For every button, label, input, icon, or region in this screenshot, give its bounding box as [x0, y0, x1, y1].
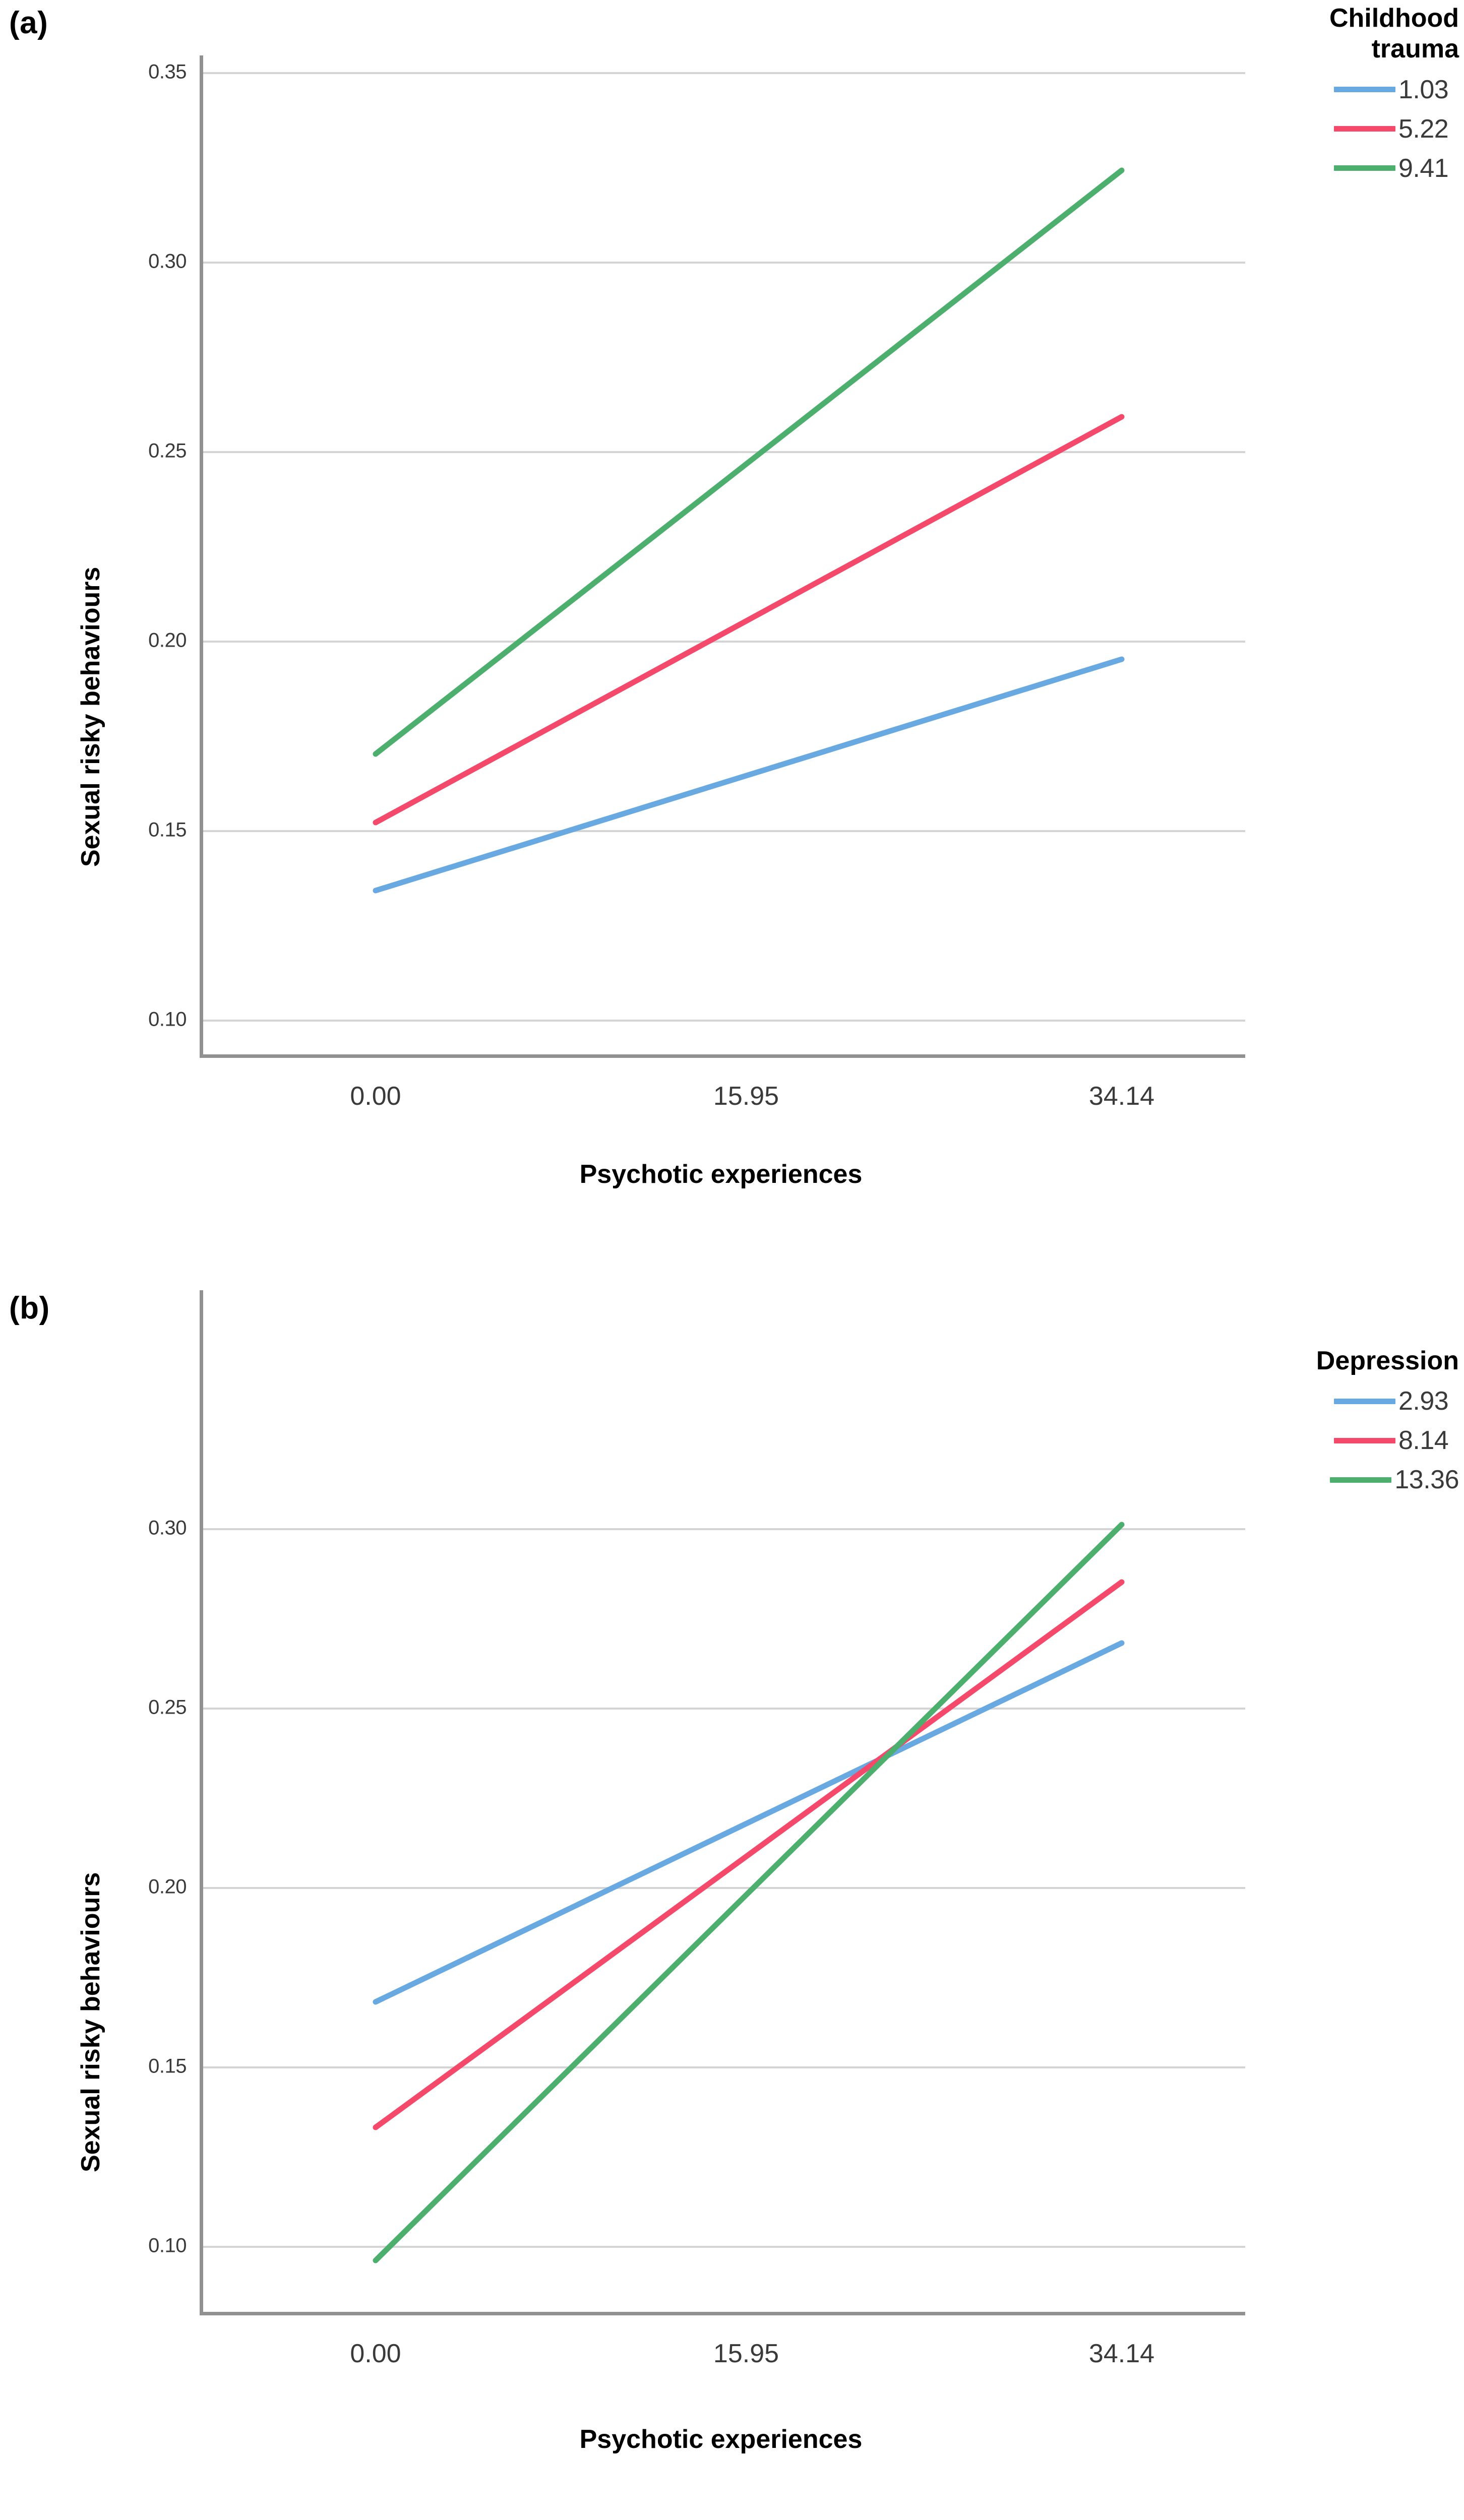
y-tick-label: 0.30 [148, 1517, 187, 1539]
legend-item-label: 13.36 [1394, 1465, 1459, 1495]
y-tick-label: 0.15 [148, 818, 187, 841]
legend-items-a: 1.03 5.22 9.41 [1136, 70, 1459, 188]
legend-swatch-line-icon [1334, 1437, 1395, 1443]
legend-title-a: Childhood trauma [1329, 4, 1459, 64]
legend-title-b: Depression [1316, 1346, 1459, 1375]
legend-item[interactable]: 13.36 [1106, 1460, 1459, 1499]
x-tick-label: 34.14 [1088, 1082, 1155, 1111]
gridline [202, 2066, 1245, 2068]
y-tick-label: 0.10 [148, 2234, 187, 2257]
legend-items-b: 2.93 8.14 13.36 [1106, 1381, 1459, 1499]
x-tick-label: 0.00 [350, 1082, 401, 1111]
legend-swatch-line-icon [1330, 1477, 1392, 1483]
gridline [202, 2246, 1245, 2248]
legend-b: Depression 2.93 8.14 13.36 [1106, 1346, 1459, 1499]
legend-item[interactable]: 5.22 [1136, 109, 1459, 149]
gridline [202, 262, 1245, 264]
x-axis-title-b: Psychotic experiences [579, 2425, 863, 2454]
legend-item-label: 2.93 [1398, 1387, 1449, 1416]
legend-item[interactable]: 8.14 [1106, 1421, 1459, 1460]
chart-panel-b: (b) Depression 2.93 8.14 13.36 Sexual ri… [0, 1220, 1464, 2520]
legend-item-label: 9.41 [1398, 153, 1449, 183]
y-tick-label: 0.25 [148, 439, 187, 462]
y-tick-label: 0.35 [148, 60, 187, 83]
legend-swatch-line-icon [1334, 165, 1395, 171]
chart-panel-a: (a) Childhood trauma 1.03 5.22 9.41 Sexu… [0, 0, 1464, 1240]
gridline [202, 72, 1245, 74]
x-axis-line-a [200, 1054, 1245, 1058]
gridline [202, 1528, 1245, 1530]
x-tick-label: 15.95 [713, 2339, 779, 2368]
legend-a: Childhood trauma 1.03 5.22 9.41 [1136, 3, 1459, 188]
gridline [202, 830, 1245, 832]
legend-item-label: 5.22 [1398, 114, 1449, 144]
plot-area-b: 0.30 0.25 0.20 0.15 0.10 0.00 15.95 34.1… [0, 1220, 1464, 2480]
y-tick-label: 0.30 [148, 250, 187, 273]
y-axis-line-a [200, 55, 203, 1056]
gridline [202, 1708, 1245, 1710]
x-tick-label: 15.95 [713, 1082, 779, 1111]
legend-swatch-line-icon [1334, 126, 1395, 132]
legend-item-label: 8.14 [1398, 1426, 1449, 1456]
y-tick-label: 0.25 [148, 1696, 187, 1719]
legend-item[interactable]: 1.03 [1136, 70, 1459, 109]
y-tick-label: 0.10 [148, 1008, 187, 1031]
y-axis-line-b [200, 1290, 203, 2313]
x-tick-label: 34.14 [1088, 2339, 1155, 2368]
legend-swatch-line-icon [1334, 1398, 1395, 1404]
data-lines-b [373, 1522, 1125, 2263]
panel-letter-a: (a) [9, 6, 48, 40]
legend-swatch-line-icon [1334, 87, 1395, 93]
gridline [202, 451, 1245, 453]
y-tick-label: 0.20 [148, 629, 187, 652]
x-axis-line-b [200, 2312, 1245, 2315]
x-tick-label: 0.00 [350, 2339, 401, 2368]
x-axis-title-a: Psychotic experiences [579, 1160, 863, 1189]
gridline [202, 1887, 1245, 1889]
plot-area-a: 0.35 0.30 0.25 0.20 0.15 0.10 0.00 15.95… [0, 0, 1464, 1189]
y-tick-label: 0.20 [148, 1875, 187, 1898]
legend-item-label: 1.03 [1398, 75, 1449, 104]
gridline [202, 1020, 1245, 1022]
y-tick-label: 0.15 [148, 2055, 187, 2077]
data-lines-a [373, 167, 1125, 894]
legend-item[interactable]: 2.93 [1106, 1381, 1459, 1421]
gridline [202, 641, 1245, 643]
panel-letter-b: (b) [9, 1291, 50, 1326]
legend-item[interactable]: 9.41 [1136, 149, 1459, 188]
